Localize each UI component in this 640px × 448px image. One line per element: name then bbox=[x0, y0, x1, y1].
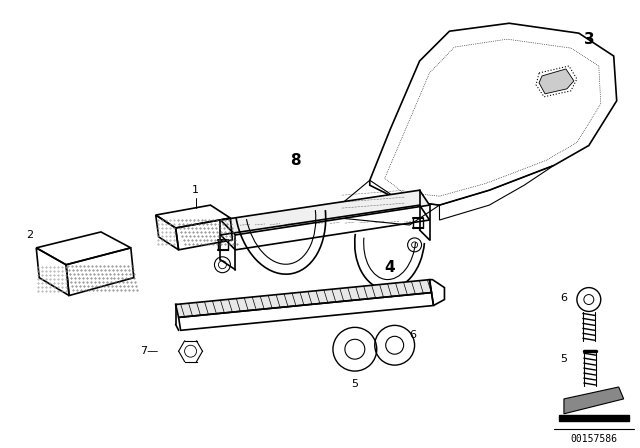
Text: 6: 6 bbox=[409, 330, 416, 340]
Text: 8: 8 bbox=[290, 153, 300, 168]
Text: 5: 5 bbox=[351, 379, 358, 389]
Text: 00157586: 00157586 bbox=[570, 434, 618, 444]
Polygon shape bbox=[175, 280, 431, 318]
Text: 4: 4 bbox=[385, 260, 395, 275]
Text: 1: 1 bbox=[192, 185, 199, 195]
Polygon shape bbox=[564, 387, 623, 414]
Text: 6: 6 bbox=[561, 293, 568, 302]
Text: 3: 3 bbox=[584, 32, 594, 47]
Polygon shape bbox=[220, 190, 429, 235]
Text: 5: 5 bbox=[561, 354, 568, 364]
Text: 2: 2 bbox=[26, 230, 33, 240]
Text: 7—: 7— bbox=[140, 346, 158, 356]
Polygon shape bbox=[539, 69, 574, 94]
Polygon shape bbox=[559, 415, 628, 421]
